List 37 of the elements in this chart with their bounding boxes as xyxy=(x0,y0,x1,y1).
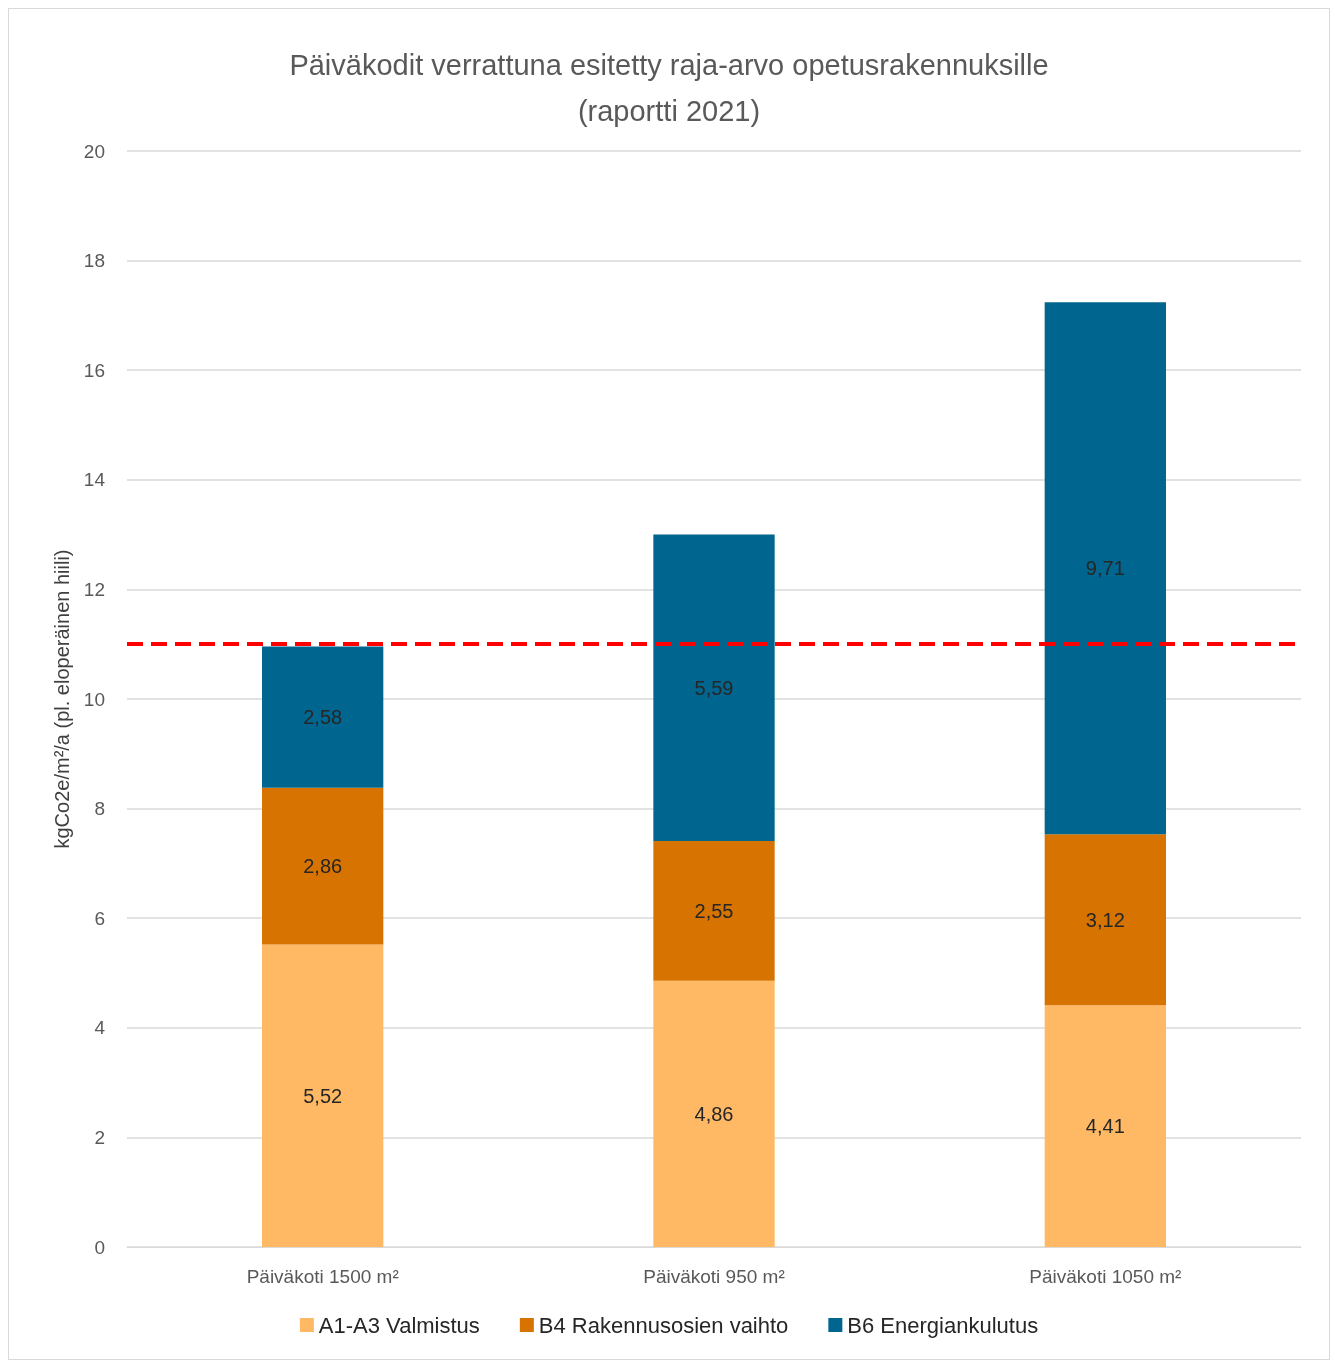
y-tick-label: 18 xyxy=(83,250,105,272)
x-tick-label: Päiväkoti 1050 m² xyxy=(1029,1266,1182,1287)
bar xyxy=(1044,302,1166,835)
x-tick-label: Päiväkoti 950 m² xyxy=(643,1266,785,1287)
bar xyxy=(653,534,775,841)
bar xyxy=(262,944,384,1247)
data-label: 4,86 xyxy=(694,1102,734,1125)
bar xyxy=(1044,1005,1166,1247)
y-tick-label: 2 xyxy=(94,1126,105,1148)
data-label: 2,55 xyxy=(694,899,734,922)
data-label: 3,12 xyxy=(1085,908,1125,931)
data-label: 4,41 xyxy=(1085,1115,1125,1138)
bar xyxy=(653,980,775,1247)
x-tick-label: Päiväkoti 1500 m² xyxy=(246,1266,399,1287)
y-axis-title: kgCo2e/m²/a (pl. eloperäinen hiili) xyxy=(51,549,73,849)
bar xyxy=(653,840,775,981)
y-tick-label: 10 xyxy=(83,688,105,710)
y-tick-label: 8 xyxy=(94,798,105,820)
data-label: 2,58 xyxy=(303,706,343,729)
chart-title: Päiväkodit verrattuna esitetty raja-arvo opetusrakennuksille (raportti 2021) xyxy=(289,49,1049,127)
bar xyxy=(1044,834,1166,1006)
legend-label: A1-A3 Valmistus xyxy=(318,1312,480,1338)
y-tick-label: 20 xyxy=(83,140,105,162)
data-label: 5,52 xyxy=(303,1084,343,1107)
bar xyxy=(262,646,384,788)
legend-label: B4 Rakennusosien vaihto xyxy=(538,1312,789,1338)
y-tick-label: 4 xyxy=(94,1017,106,1039)
y-tick-label: 16 xyxy=(83,359,105,381)
data-label: 2,86 xyxy=(303,855,343,878)
y-tick-label: 6 xyxy=(94,907,105,929)
bar xyxy=(262,787,384,945)
y-tick-label: 12 xyxy=(83,578,105,600)
data-label: 9,71 xyxy=(1085,557,1125,580)
legend-label: B6 Energiankulutus xyxy=(847,1312,1039,1338)
y-tick-label: 14 xyxy=(83,469,106,491)
y-tick-label: 0 xyxy=(94,1236,105,1258)
data-label: 5,59 xyxy=(694,676,734,699)
